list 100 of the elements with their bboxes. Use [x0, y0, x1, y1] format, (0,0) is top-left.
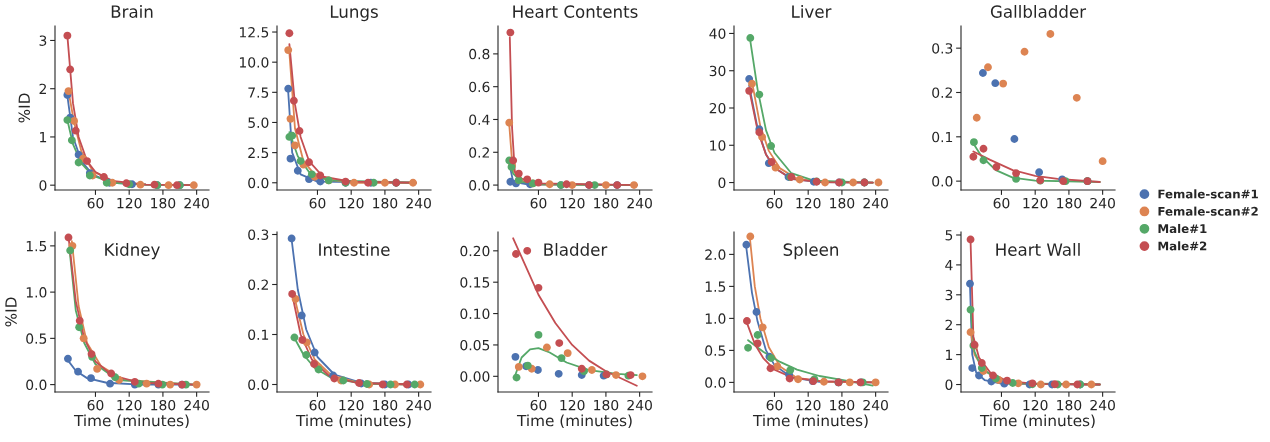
text: Intestine — [319, 243, 390, 256]
x-axis-title: Time (minutes) — [979, 414, 1095, 429]
point — [545, 180, 554, 189]
chart-title: Heart Contents — [513, 5, 638, 18]
legend-label: Male#1 — [1158, 223, 1207, 234]
x-tick-label: 120 — [560, 197, 585, 209]
point — [984, 63, 992, 72]
point — [512, 250, 520, 258]
point — [511, 352, 520, 361]
y-tick-label: 0.0 — [705, 377, 726, 388]
x-tick-label: 240 — [627, 399, 652, 411]
y-tick-label: 0.3 — [248, 229, 269, 240]
y-tick-label: 0.0 — [26, 379, 47, 391]
x-tick-label: 180 — [594, 399, 619, 411]
point — [189, 181, 198, 190]
point — [820, 377, 828, 386]
x-axis-title: Time (minutes) — [516, 414, 632, 429]
point — [874, 178, 883, 187]
x-tick-label: 180 — [594, 197, 619, 209]
x-tick-label: 60 — [766, 197, 783, 209]
point — [514, 169, 523, 178]
legend-label: Male#2 — [1158, 241, 1207, 251]
point — [557, 354, 566, 363]
x-tick-label: 180 — [373, 399, 398, 411]
point — [534, 330, 543, 339]
x-tick-label: 60 — [87, 197, 104, 209]
legend-label: Female-scan#2 — [1158, 206, 1258, 216]
text: Bladder — [544, 243, 608, 256]
y-tick-label: 0.0 — [248, 379, 269, 390]
point — [1020, 47, 1029, 56]
point — [166, 380, 175, 389]
point — [534, 178, 543, 187]
x-tick-label: 120 — [117, 399, 142, 411]
y-tick-label: 1 — [40, 132, 47, 143]
point — [972, 113, 981, 122]
x-tick-label: 240 — [863, 399, 888, 411]
point — [1008, 379, 1017, 387]
point — [966, 328, 975, 337]
y-tick-label: 12.5 — [239, 27, 269, 38]
x-tick-label: 180 — [373, 197, 398, 209]
point — [562, 180, 571, 189]
point — [523, 175, 532, 184]
point — [977, 359, 986, 367]
point — [753, 331, 762, 339]
point — [786, 366, 795, 375]
point — [1035, 168, 1044, 177]
y-tick-label: 0.0 — [469, 180, 490, 191]
point — [767, 142, 776, 150]
y-tick-label: 0.5 — [26, 333, 47, 344]
text: Spleen — [783, 243, 839, 260]
point — [506, 28, 515, 37]
point — [1012, 169, 1021, 178]
x-axis-title: Time (minutes) — [73, 414, 189, 429]
point — [979, 144, 988, 153]
point — [410, 380, 419, 389]
point — [106, 379, 115, 388]
x-tick-label: 60 — [766, 399, 783, 411]
point — [350, 178, 358, 187]
point — [66, 246, 75, 255]
point — [74, 158, 83, 167]
chart-title: Gallbladder — [990, 5, 1087, 18]
x-tick-label: 120 — [560, 399, 585, 411]
point — [297, 311, 306, 320]
point — [512, 373, 521, 382]
point — [555, 339, 564, 347]
point — [99, 173, 108, 181]
point — [409, 178, 417, 187]
point — [505, 118, 514, 127]
point — [534, 283, 543, 292]
point — [386, 380, 395, 389]
point — [612, 371, 620, 379]
point — [136, 180, 145, 189]
point — [969, 152, 978, 161]
x-tick-label: 60 — [993, 399, 1010, 411]
y-tick-label: 10 — [710, 140, 726, 151]
point — [291, 141, 299, 150]
x-tick-label: 180 — [830, 399, 855, 411]
y-tick-label: 2 — [945, 319, 952, 330]
point — [509, 156, 518, 165]
x-tick-label: 240 — [627, 197, 652, 209]
x-axis-title: Time (minutes) — [752, 414, 868, 429]
point — [978, 69, 987, 77]
point — [284, 46, 293, 55]
point — [755, 90, 764, 99]
point — [83, 157, 91, 165]
point — [1036, 380, 1045, 389]
y-tick-label: 0.6 — [469, 81, 490, 93]
point — [794, 375, 802, 384]
point — [79, 334, 88, 343]
point — [66, 65, 75, 74]
y-tick-label: 3 — [39, 35, 47, 46]
y-tick-label: 1.5 — [26, 241, 47, 252]
point — [1010, 135, 1019, 143]
point — [795, 175, 804, 184]
point — [743, 317, 751, 325]
text: Heart Wall — [996, 243, 1080, 256]
x-tick-label: 120 — [339, 197, 364, 209]
y-tick-label: 0.2 — [932, 87, 952, 98]
point — [310, 360, 319, 368]
x-tick-label: 180 — [1057, 197, 1082, 209]
